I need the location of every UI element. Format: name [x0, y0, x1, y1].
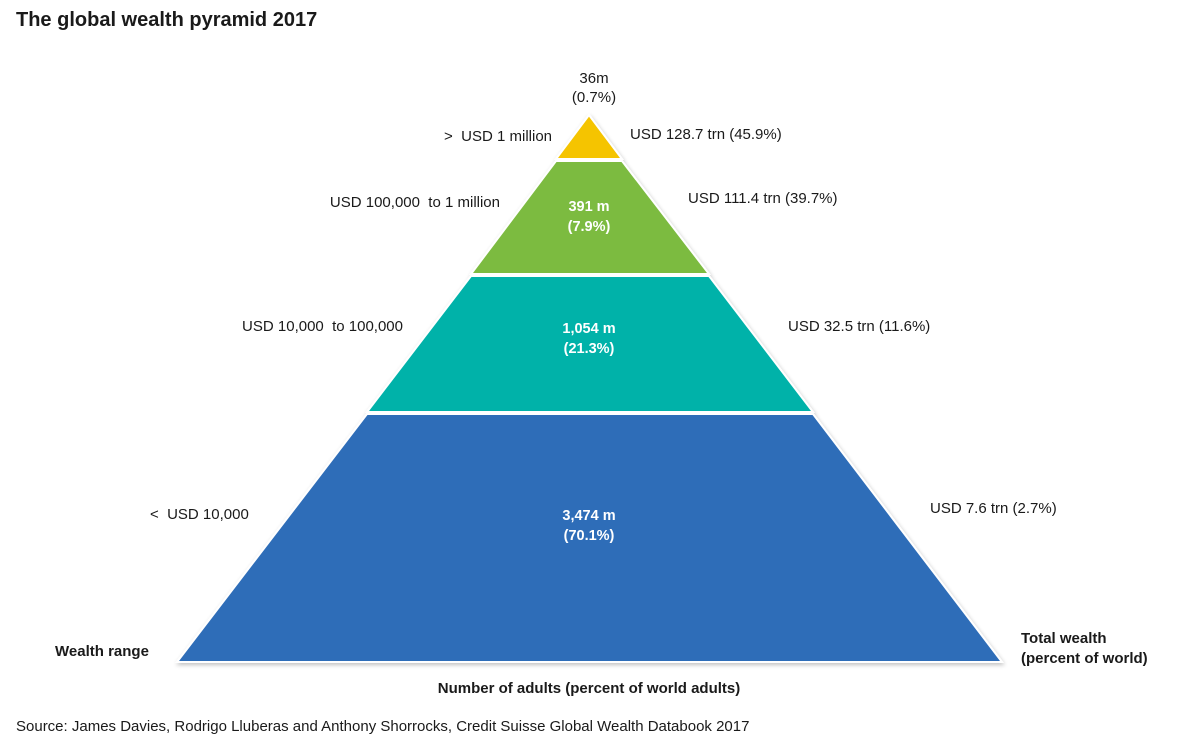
- tier-middle-adults-pct: (21.3%): [564, 341, 615, 357]
- right-axis-label-line2: (percent of world): [1021, 650, 1148, 667]
- tier-top-wealth-range: > USD 1 million: [444, 128, 552, 145]
- source-note: Source: James Davies, Rodrigo Lluberas a…: [16, 718, 750, 735]
- tier-base-wealth-range: < USD 10,000: [150, 506, 249, 523]
- tier-base-total-wealth: USD 7.6 trn (2.7%): [930, 500, 1057, 517]
- tier-middle-wealth-range: USD 10,000 to 100,000: [242, 318, 403, 335]
- tier-upper-middle-adults: 391 m: [568, 199, 609, 215]
- left-axis-label: Wealth range: [55, 643, 149, 660]
- tier-top-segment: [554, 113, 624, 160]
- tier-top-adults: 36m: [579, 70, 608, 87]
- tier-upper-middle-wealth-range: USD 100,000 to 1 million: [330, 194, 500, 211]
- tier-middle-total-wealth: USD 32.5 trn (11.6%): [788, 318, 930, 335]
- x-axis-label: Number of adults (percent of world adult…: [438, 680, 741, 697]
- tier-top-adults-pct: (0.7%): [572, 89, 616, 106]
- tier-base-adults: 3,474 m: [562, 508, 615, 524]
- tier-top-total-wealth: USD 128.7 trn (45.9%): [630, 126, 782, 143]
- tier-upper-middle-segment: [468, 160, 712, 275]
- tier-base-adults-pct: (70.1%): [564, 528, 615, 544]
- tier-middle-segment: [364, 275, 816, 413]
- chart-title: The global wealth pyramid 2017: [16, 9, 318, 31]
- tier-upper-middle-adults-pct: (7.9%): [568, 219, 611, 235]
- tier-upper-middle-total-wealth: USD 111.4 trn (39.7%): [688, 190, 838, 207]
- right-axis-label-line1: Total wealth: [1021, 630, 1107, 647]
- tier-base-segment: [174, 413, 1005, 663]
- tier-middle-adults: 1,054 m: [562, 321, 615, 337]
